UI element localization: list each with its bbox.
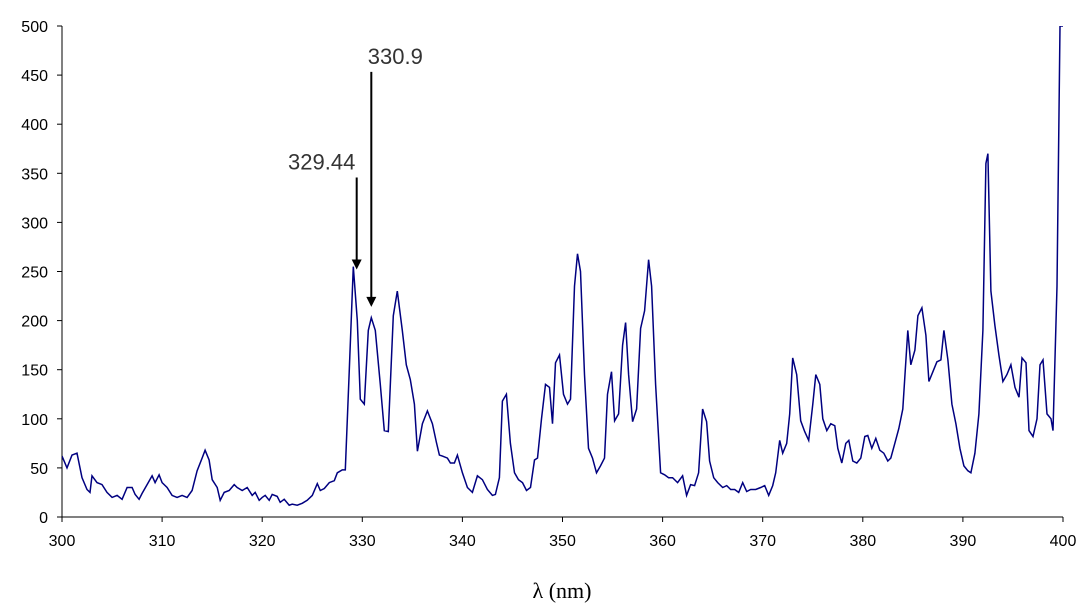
y-tick-label: 450 — [21, 68, 48, 85]
x-tick-label: 380 — [849, 533, 876, 550]
x-tick-label: 370 — [749, 533, 776, 550]
x-axis-title: λ (nm) — [533, 578, 592, 603]
x-tick-label: 310 — [149, 533, 176, 550]
y-tick-label: 400 — [21, 117, 48, 134]
annotation-label: 329.44 — [288, 150, 355, 175]
annotation-label: 330.9 — [368, 44, 423, 69]
y-tick-label: 0 — [39, 510, 48, 527]
y-tick-label: 250 — [21, 265, 48, 282]
y-tick-label: 150 — [21, 363, 48, 380]
x-tick-label: 330 — [349, 533, 376, 550]
y-tick-label: 50 — [30, 461, 48, 478]
x-tick-label: 350 — [549, 533, 576, 550]
x-tick-label: 390 — [950, 533, 977, 550]
line-series — [62, 26, 1063, 507]
y-tick-label: 350 — [21, 166, 48, 183]
arrow-head — [366, 296, 377, 307]
x-tick-label: 340 — [449, 533, 476, 550]
y-tick-label: 200 — [21, 314, 48, 331]
x-tick-label: 400 — [1050, 533, 1077, 550]
y-tick-label: 100 — [21, 412, 48, 429]
x-tick-label: 300 — [49, 533, 76, 550]
arrow-head — [351, 259, 362, 270]
x-tick-label: 360 — [649, 533, 676, 550]
y-tick-label: 500 — [21, 19, 48, 36]
y-tick-label: 300 — [21, 215, 48, 232]
x-tick-label: 320 — [249, 533, 276, 550]
